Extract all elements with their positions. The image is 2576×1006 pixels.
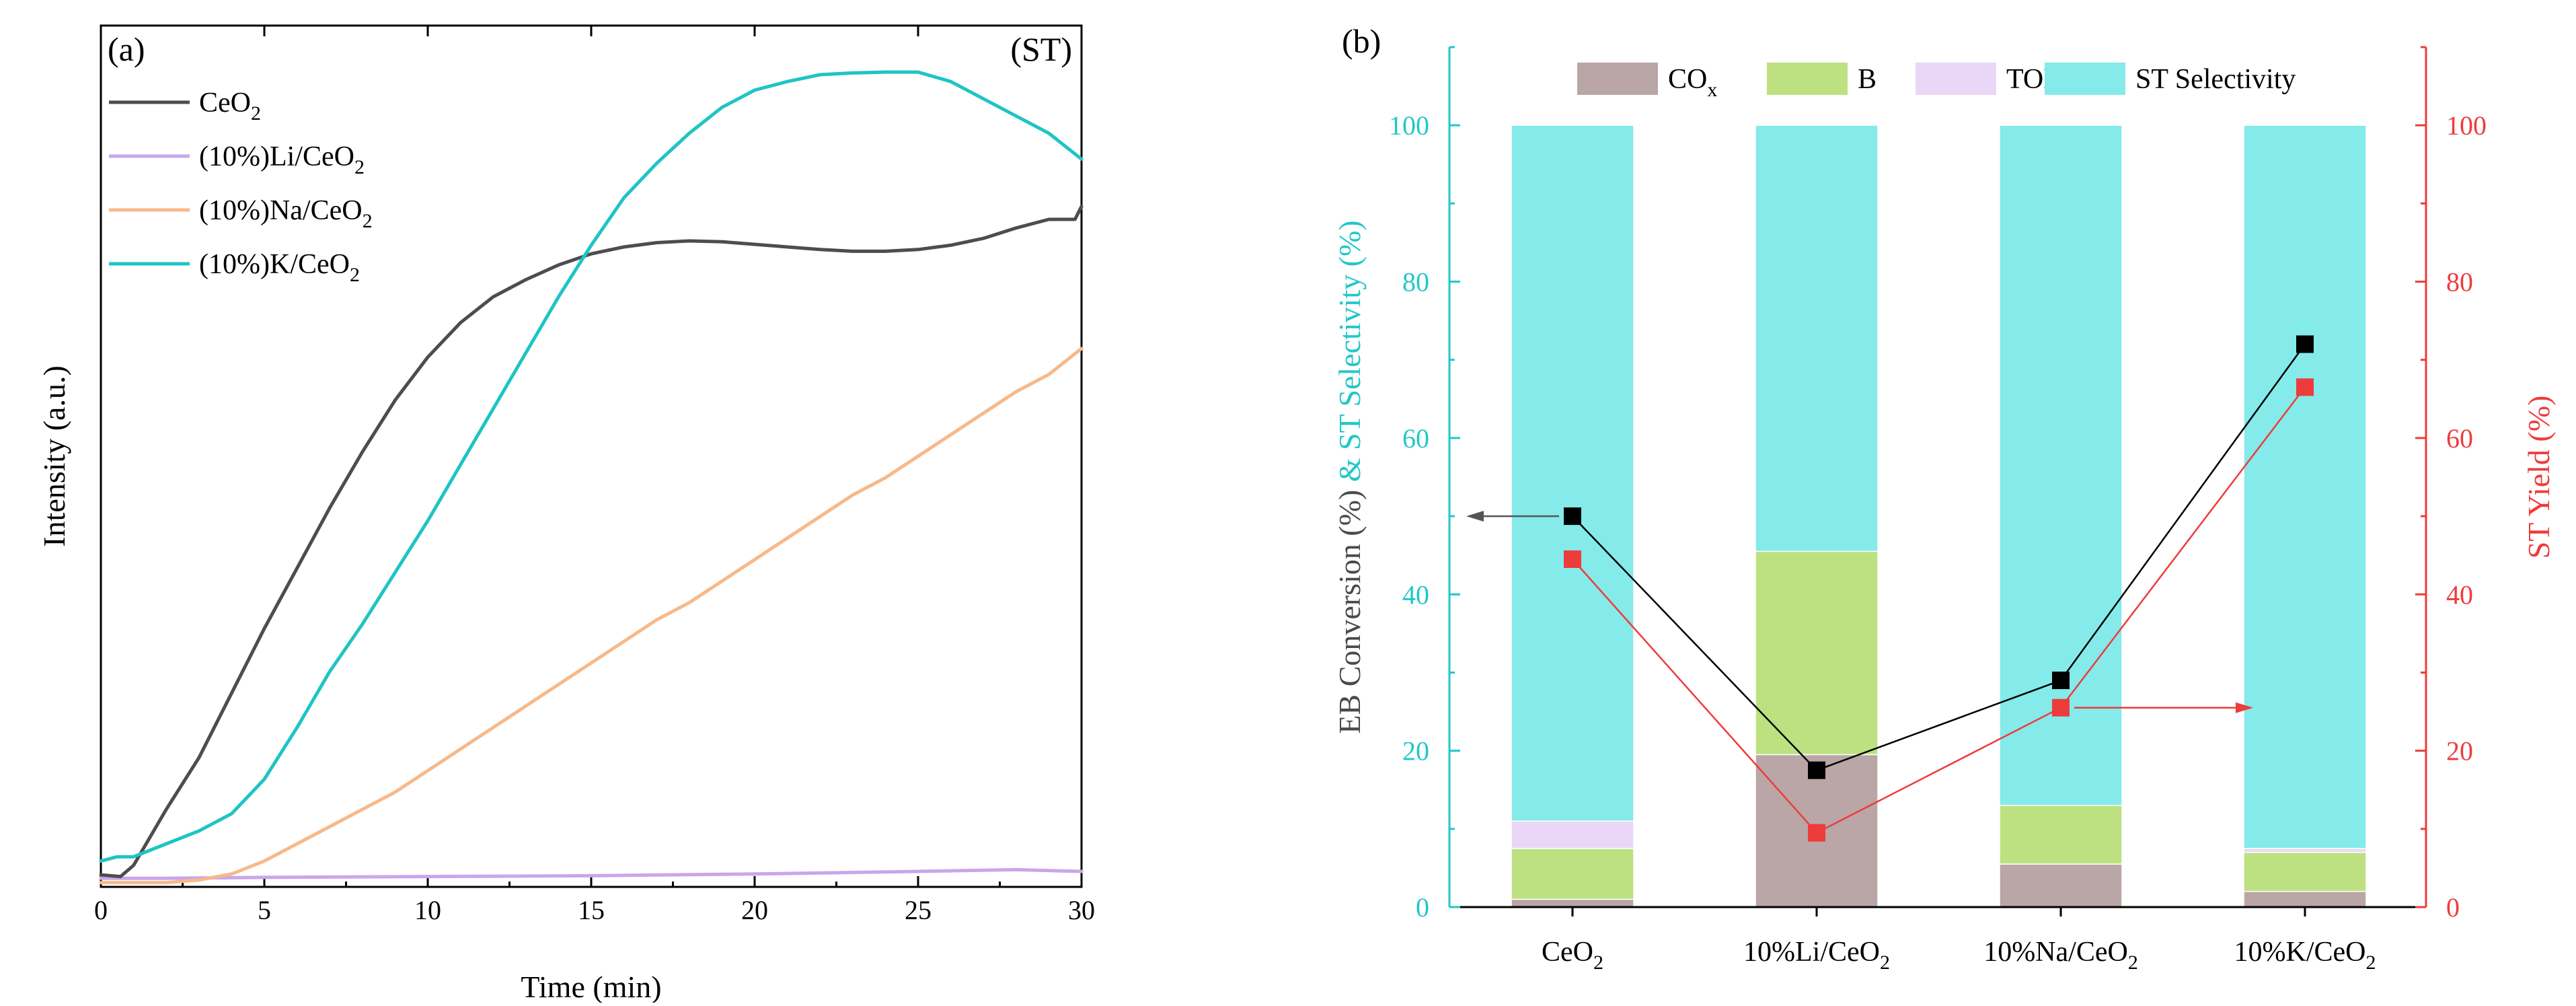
x-tick-label-10%Na/CeO2: 10%Na/CeO2 xyxy=(1983,937,2138,974)
bar-ST Selectivity-10%Na/CeO2 xyxy=(1999,124,2123,806)
legend-label-(10%)K/CeO2: (10%)K/CeO2 xyxy=(199,249,360,286)
left-y-tick-label: 60 xyxy=(1402,423,1429,454)
bar-TOL-CeO2 xyxy=(1511,820,1634,849)
left-y-tick-label: 40 xyxy=(1402,579,1429,610)
series-line-CeO2 xyxy=(99,205,1084,879)
marker-ST Yield-10%Na/CeO2 xyxy=(2052,698,2070,717)
right-y-tick-label: 100 xyxy=(2446,110,2487,141)
panel-a: 0 5 10 15 20 25 30 Time (min) Intensity (a.u.) (a… xyxy=(37,24,1095,1004)
panel-a-x-axis-label: Time (min) xyxy=(521,970,661,1003)
panel-a-x-tick-label: 20 xyxy=(741,895,768,925)
left-y-label-part1: EB Conversion (%) xyxy=(1332,482,1367,733)
left-y-label-part2: & ST Selectivity (%) xyxy=(1332,220,1367,482)
st-yield-axis-arrow-head xyxy=(2236,702,2253,713)
panel-a-x-tick-label: 5 xyxy=(258,895,271,925)
bar-ST Selectivity-CeO2 xyxy=(1511,124,1634,822)
right-y-tick-label: 20 xyxy=(2446,736,2473,766)
legend-swatch-ST Selectivity xyxy=(2045,63,2125,95)
marker-EB Conversion-10%Li/CeO2 xyxy=(1808,761,1825,779)
series-line-(10%)K/CeO2 xyxy=(99,70,1084,863)
line-EB Conversion xyxy=(1572,343,2306,772)
panel-b-label: (b) xyxy=(1342,22,1381,60)
bar-B-10%Na/CeO2 xyxy=(1999,805,2123,865)
bar-ST Selectivity-10%K/CeO2 xyxy=(2243,124,2367,849)
right-y-tick-label: 40 xyxy=(2446,579,2473,610)
right-y-tick-label: 80 xyxy=(2446,267,2473,297)
x-tick-label-CeO2: CeO2 xyxy=(1542,937,1603,974)
panel-a-x-tick-label: 10 xyxy=(414,895,441,925)
marker-EB Conversion-10%K/CeO2 xyxy=(2296,335,2314,353)
legend-swatch-COx xyxy=(1577,63,1658,95)
left-y-tick-label: 100 xyxy=(1389,110,1429,141)
marker-ST Yield-CeO2 xyxy=(1564,550,1581,568)
x-tick-label-10%K/CeO2: 10%K/CeO2 xyxy=(2234,937,2376,974)
eb-axis-arrow-head xyxy=(1466,511,1484,522)
left-y-axis-label: EB Conversion (%) & ST Selectivity (%) xyxy=(1332,220,1367,733)
marker-ST Yield-10%Li/CeO2 xyxy=(1808,824,1825,842)
legend-label-(10%)Na/CeO2: (10%)Na/CeO2 xyxy=(199,195,373,232)
right-y-tick-label: 60 xyxy=(2446,423,2473,454)
left-y-tick-label: 80 xyxy=(1402,267,1429,297)
panel-a-y-axis-label: Intensity (a.u.) xyxy=(37,365,71,547)
panel-a-x-tick-label: 15 xyxy=(578,895,605,925)
legend-label-CeO2: CeO2 xyxy=(199,87,261,124)
marker-EB Conversion-CeO2 xyxy=(1564,507,1581,526)
series-line-(10%)Na/CeO2 xyxy=(99,347,1084,885)
right-y-axis-label: ST Yield (%) xyxy=(2522,396,2556,559)
left-y-tick-label: 20 xyxy=(1402,736,1429,766)
legend-swatch-B xyxy=(1767,63,1848,95)
line-ST Yield xyxy=(1572,386,2306,834)
bar-B-CeO2 xyxy=(1511,848,1634,900)
legend-label-B: B xyxy=(1858,64,1877,95)
panel-a-x-tick-label: 0 xyxy=(94,895,108,925)
left-y-tick-label: 0 xyxy=(1416,892,1429,923)
bar-COx-10%Na/CeO2 xyxy=(1999,863,2123,908)
series-line-(10%)Li/CeO2 xyxy=(99,867,1084,880)
panel-a-corner-label: (ST) xyxy=(1010,30,1072,68)
panel-a-x-tick-label: 30 xyxy=(1068,895,1095,925)
panel-a-x-tick-label: 25 xyxy=(905,895,932,925)
legend-label-ST Selectivity: ST Selectivity xyxy=(2135,64,2296,95)
legend-swatch-TOL xyxy=(1916,63,1996,95)
bar-ST Selectivity-10%Li/CeO2 xyxy=(1755,124,1879,552)
panel-b: (b) 0 0 20 20 40 40 60 60 80 80 100 100 CeO2 10%Li/CeO… xyxy=(1332,22,2556,974)
legend-label-COx: COx xyxy=(1668,64,1717,101)
panel-a-label: (a) xyxy=(108,30,145,68)
x-tick-label-10%Li/CeO2: 10%Li/CeO2 xyxy=(1743,937,1890,974)
legend-label-(10%)Li/CeO2: (10%)Li/CeO2 xyxy=(199,141,365,178)
marker-EB Conversion-10%Na/CeO2 xyxy=(2052,672,2070,690)
bar-B-10%Li/CeO2 xyxy=(1755,550,1879,756)
bar-COx-10%K/CeO2 xyxy=(2243,891,2367,908)
bar-B-10%K/CeO2 xyxy=(2243,851,2367,892)
marker-ST Yield-10%K/CeO2 xyxy=(2296,378,2314,396)
right-y-tick-label: 0 xyxy=(2446,892,2460,923)
bar-TOL-10%K/CeO2 xyxy=(2243,848,2367,853)
bar-COx-CeO2 xyxy=(1511,898,1634,908)
